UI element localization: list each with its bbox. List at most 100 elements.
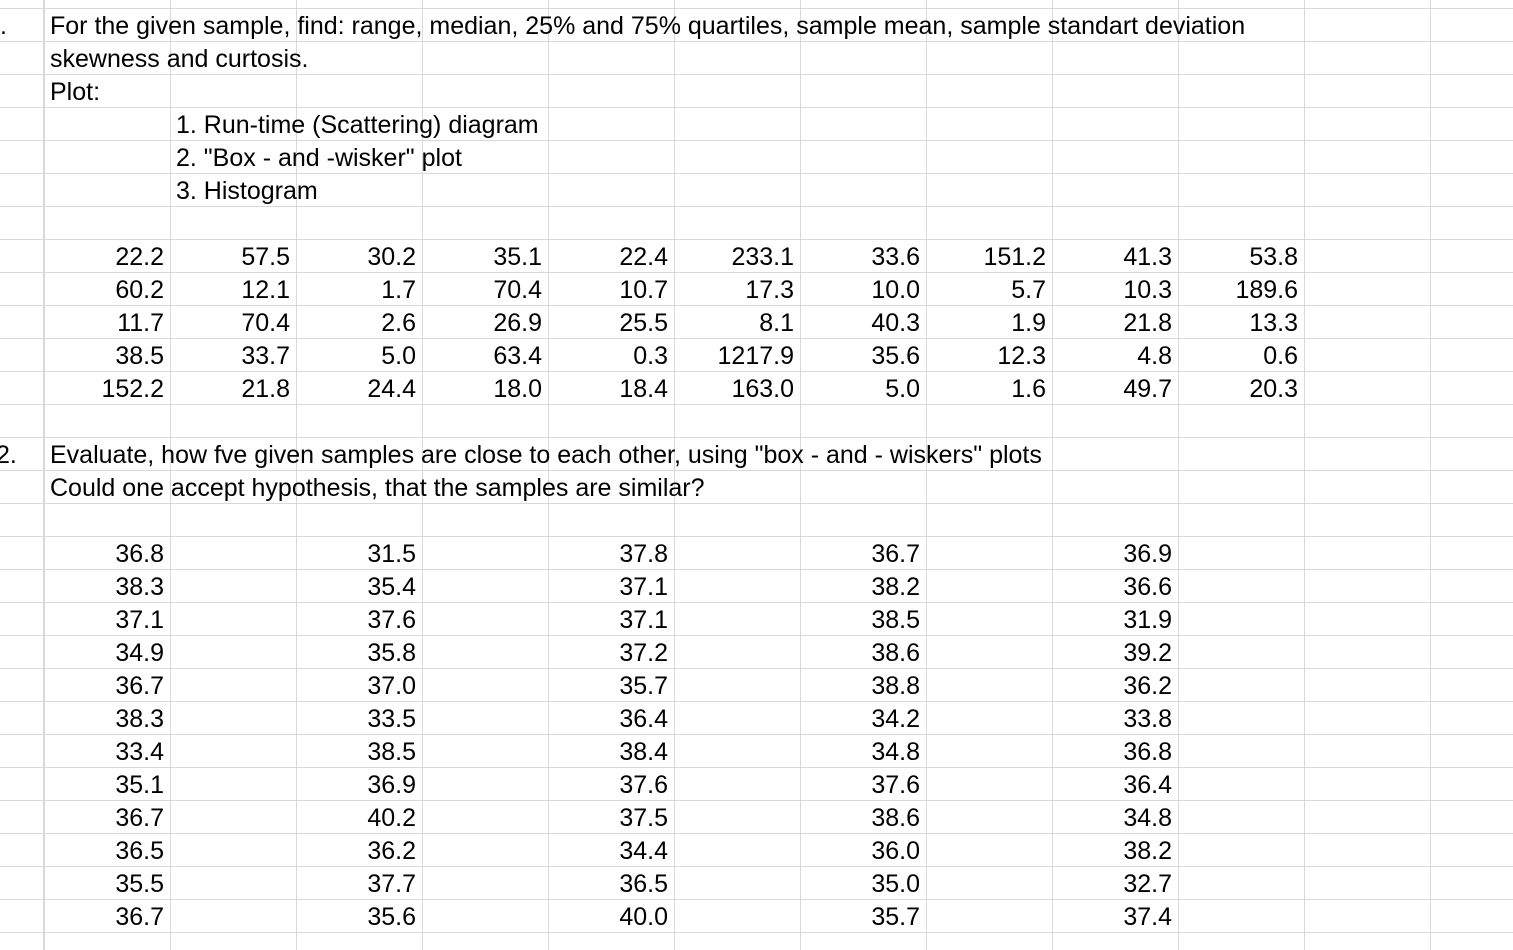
table-cell[interactable]: 22.4 bbox=[619, 243, 668, 271]
table-cell[interactable]: 1217.9 bbox=[717, 342, 794, 370]
table-cell[interactable]: 17.3 bbox=[745, 276, 794, 304]
table-cell[interactable]: 36.5 bbox=[619, 870, 668, 898]
table-cell[interactable]: 32.7 bbox=[1123, 870, 1172, 898]
table-cell[interactable]: 21.8 bbox=[241, 375, 290, 403]
table-cell[interactable]: 2.6 bbox=[381, 309, 416, 337]
table-cell[interactable]: 35.8 bbox=[367, 639, 416, 667]
table-cell[interactable]: 18.4 bbox=[619, 375, 668, 403]
task-2-line-1[interactable]: Evaluate, how fve given samples are clos… bbox=[50, 441, 1042, 469]
table-cell[interactable]: 30.2 bbox=[367, 243, 416, 271]
plot-label[interactable]: Plot: bbox=[50, 78, 101, 106]
table-cell[interactable]: 33.8 bbox=[1123, 705, 1172, 733]
table-cell[interactable]: 36.5 bbox=[115, 837, 164, 865]
table-cell[interactable]: 35.1 bbox=[493, 243, 542, 271]
task-1-line-1[interactable]: For the given sample, find: range, media… bbox=[50, 12, 1246, 40]
table-cell[interactable]: 37.4 bbox=[1123, 903, 1172, 931]
table-cell[interactable]: 31.9 bbox=[1123, 606, 1172, 634]
table-cell[interactable]: 37.0 bbox=[367, 672, 416, 700]
table-cell[interactable]: 37.8 bbox=[619, 540, 668, 568]
table-cell[interactable]: 24.4 bbox=[367, 375, 416, 403]
table-cell[interactable]: 37.1 bbox=[115, 606, 164, 634]
table-cell[interactable]: 38.6 bbox=[871, 639, 920, 667]
table-cell[interactable]: 5.7 bbox=[1011, 276, 1046, 304]
table-cell[interactable]: 25.5 bbox=[619, 309, 668, 337]
table-cell[interactable]: 35.7 bbox=[619, 672, 668, 700]
table-cell[interactable]: 20.3 bbox=[1249, 375, 1298, 403]
table-cell[interactable]: 37.6 bbox=[619, 771, 668, 799]
table-cell[interactable]: 40.3 bbox=[871, 309, 920, 337]
table-cell[interactable]: 1.6 bbox=[1011, 375, 1046, 403]
table-cell[interactable]: 33.4 bbox=[115, 738, 164, 766]
table-cell[interactable]: 60.2 bbox=[115, 276, 164, 304]
table-cell[interactable]: 36.9 bbox=[367, 771, 416, 799]
table-cell[interactable]: 36.8 bbox=[115, 540, 164, 568]
table-cell[interactable]: 33.5 bbox=[367, 705, 416, 733]
table-cell[interactable]: 38.5 bbox=[871, 606, 920, 634]
table-cell[interactable]: 13.3 bbox=[1249, 309, 1298, 337]
table-cell[interactable]: 35.0 bbox=[871, 870, 920, 898]
table-cell[interactable]: 53.8 bbox=[1249, 243, 1298, 271]
table-cell[interactable]: 233.1 bbox=[731, 243, 794, 271]
table-cell[interactable]: 36.8 bbox=[1123, 738, 1172, 766]
table-cell[interactable]: 4.8 bbox=[1137, 342, 1172, 370]
table-cell[interactable]: 37.6 bbox=[871, 771, 920, 799]
table-cell[interactable]: 63.4 bbox=[493, 342, 542, 370]
table-cell[interactable]: 36.4 bbox=[1123, 771, 1172, 799]
table-cell[interactable]: 0.6 bbox=[1263, 342, 1298, 370]
table-cell[interactable]: 163.0 bbox=[731, 375, 794, 403]
table-cell[interactable]: 38.5 bbox=[367, 738, 416, 766]
table-cell[interactable]: 10.0 bbox=[871, 276, 920, 304]
table-cell[interactable]: 70.4 bbox=[493, 276, 542, 304]
table-cell[interactable]: 33.7 bbox=[241, 342, 290, 370]
table-cell[interactable]: 57.5 bbox=[241, 243, 290, 271]
table-cell[interactable]: 35.7 bbox=[871, 903, 920, 931]
table-cell[interactable]: 40.2 bbox=[367, 804, 416, 832]
plot-item-1[interactable]: 1. Run-time (Scattering) diagram bbox=[176, 111, 539, 139]
table-cell[interactable]: 33.6 bbox=[871, 243, 920, 271]
table-cell[interactable]: 12.1 bbox=[241, 276, 290, 304]
table-cell[interactable]: 10.3 bbox=[1123, 276, 1172, 304]
table-cell[interactable]: 38.5 bbox=[115, 342, 164, 370]
table-cell[interactable]: 38.4 bbox=[619, 738, 668, 766]
table-cell[interactable]: 36.0 bbox=[871, 837, 920, 865]
table-cell[interactable]: 36.2 bbox=[367, 837, 416, 865]
table-cell[interactable]: 11.7 bbox=[117, 309, 164, 337]
table-cell[interactable]: 34.2 bbox=[871, 705, 920, 733]
table-cell[interactable]: 37.6 bbox=[367, 606, 416, 634]
table-cell[interactable]: 34.8 bbox=[1123, 804, 1172, 832]
table-cell[interactable]: 1.9 bbox=[1011, 309, 1046, 337]
table-cell[interactable]: 38.8 bbox=[871, 672, 920, 700]
table-cell[interactable]: 12.3 bbox=[997, 342, 1046, 370]
table-cell[interactable]: 35.1 bbox=[115, 771, 164, 799]
table-cell[interactable]: 31.5 bbox=[367, 540, 416, 568]
table-cell[interactable]: 189.6 bbox=[1235, 276, 1298, 304]
table-cell[interactable]: 36.2 bbox=[1123, 672, 1172, 700]
table-cell[interactable]: 36.7 bbox=[115, 903, 164, 931]
table-cell[interactable]: 38.3 bbox=[115, 573, 164, 601]
table-cell[interactable]: 38.2 bbox=[871, 573, 920, 601]
table-cell[interactable]: 10.7 bbox=[619, 276, 668, 304]
table-cell[interactable]: 1.7 bbox=[381, 276, 416, 304]
table-cell[interactable]: 35.6 bbox=[871, 342, 920, 370]
table-cell[interactable]: 151.2 bbox=[983, 243, 1046, 271]
table-cell[interactable]: 5.0 bbox=[381, 342, 416, 370]
table-cell[interactable]: 39.2 bbox=[1123, 639, 1172, 667]
table-cell[interactable]: 38.6 bbox=[871, 804, 920, 832]
table-cell[interactable]: 34.9 bbox=[115, 639, 164, 667]
table-cell[interactable]: 34.8 bbox=[871, 738, 920, 766]
table-cell[interactable]: 37.1 bbox=[619, 606, 668, 634]
table-cell[interactable]: 40.0 bbox=[619, 903, 668, 931]
table-cell[interactable]: 35.5 bbox=[115, 870, 164, 898]
table-cell[interactable]: 26.9 bbox=[493, 309, 542, 337]
table-cell[interactable]: 36.7 bbox=[115, 672, 164, 700]
table-cell[interactable]: 36.9 bbox=[1123, 540, 1172, 568]
task-1-line-2[interactable]: skewness and curtosis. bbox=[50, 45, 309, 73]
table-cell[interactable]: 49.7 bbox=[1123, 375, 1172, 403]
table-cell[interactable]: 37.2 bbox=[619, 639, 668, 667]
table-cell[interactable]: 36.6 bbox=[1123, 573, 1172, 601]
table-cell[interactable]: 36.7 bbox=[871, 540, 920, 568]
table-cell[interactable]: 36.7 bbox=[115, 804, 164, 832]
plot-item-2[interactable]: 2. "Box - and -wisker" plot bbox=[176, 144, 462, 172]
table-cell[interactable]: 70.4 bbox=[241, 309, 290, 337]
